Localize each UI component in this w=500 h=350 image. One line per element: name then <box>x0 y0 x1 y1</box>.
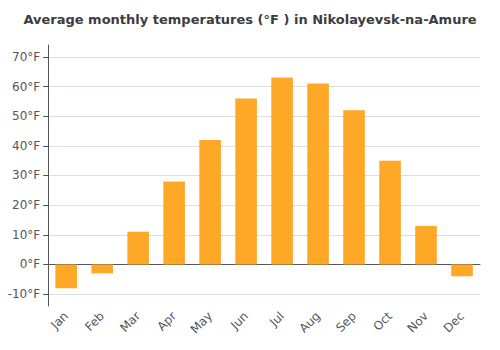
svg-text:30°F: 30°F <box>12 168 40 182</box>
svg-text:Aug: Aug <box>297 309 323 335</box>
svg-text:Average monthly temperatures (: Average monthly temperatures (°F ) in Ni… <box>23 12 476 27</box>
svg-text:10°F: 10°F <box>12 228 40 242</box>
svg-text:60°F: 60°F <box>12 80 40 94</box>
svg-text:70°F: 70°F <box>12 50 40 64</box>
svg-text:Feb: Feb <box>82 309 107 334</box>
svg-text:Apr: Apr <box>155 309 180 334</box>
svg-text:-10°F: -10°F <box>8 287 41 301</box>
svg-text:20°F: 20°F <box>12 198 40 212</box>
svg-text:Jan: Jan <box>47 309 71 333</box>
svg-text:Dec: Dec <box>441 309 467 335</box>
svg-text:50°F: 50°F <box>12 109 40 123</box>
svg-text:May: May <box>188 309 215 336</box>
svg-text:Oct: Oct <box>370 309 395 334</box>
svg-text:Mar: Mar <box>117 309 143 335</box>
svg-text:Sep: Sep <box>333 309 359 335</box>
svg-text:Jun: Jun <box>227 309 251 333</box>
svg-text:40°F: 40°F <box>12 139 40 153</box>
svg-text:Nov: Nov <box>405 309 431 335</box>
svg-text:Jul: Jul <box>266 309 287 330</box>
svg-text:0°F: 0°F <box>20 257 41 271</box>
